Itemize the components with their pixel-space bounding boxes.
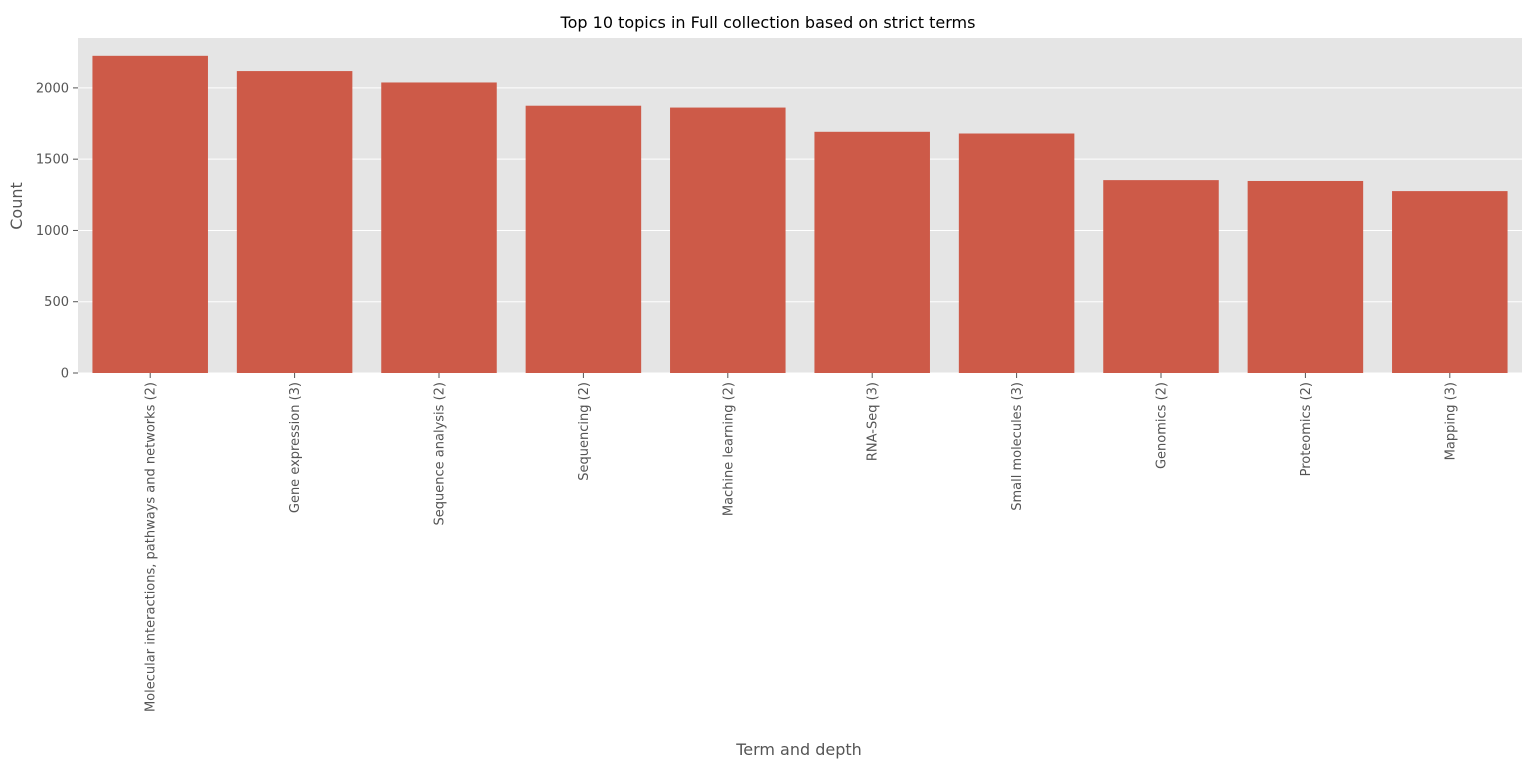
- x-tick-label: Genomics (2): [1155, 382, 1170, 469]
- x-tick-label: Mapping (3): [1443, 382, 1458, 460]
- y-tick-label: 500: [44, 295, 69, 310]
- x-tick-label: Sequence analysis (2): [433, 382, 448, 525]
- x-tick-label: RNA-Seq (3): [866, 382, 881, 461]
- x-tick-label: Machine learning (2): [721, 382, 736, 516]
- bar: [1103, 180, 1219, 373]
- x-axis-label: Term and depth: [735, 740, 862, 759]
- bar: [1392, 191, 1508, 373]
- x-tick-label: Molecular interactions, pathways and net…: [144, 382, 159, 712]
- bar: [958, 133, 1075, 373]
- bar: [236, 71, 353, 374]
- bar: [381, 82, 497, 373]
- chart-title: Top 10 topics in Full collection based o…: [560, 13, 976, 32]
- x-tick-label: Sequencing (2): [577, 382, 592, 481]
- y-axis-label: Count: [7, 182, 26, 230]
- y-tick-label: 0: [61, 367, 69, 382]
- bars: [92, 55, 1508, 374]
- y-axis-ticks: 0 500 1000 1500 2000: [36, 81, 78, 382]
- bar: [1247, 180, 1364, 373]
- x-tick-label: Small molecules (3): [1010, 382, 1025, 511]
- bar: [525, 105, 642, 373]
- x-axis-ticks: Molecular interactions, pathways and net…: [144, 373, 1458, 712]
- bar: [814, 131, 930, 373]
- y-tick-label: 1500: [36, 153, 69, 168]
- x-tick-label: Gene expression (3): [288, 382, 303, 513]
- bar: [92, 55, 208, 373]
- y-tick-label: 2000: [36, 81, 69, 96]
- bar: [670, 107, 786, 374]
- x-tick-label: Proteomics (2): [1299, 382, 1314, 476]
- y-tick-label: 1000: [36, 224, 69, 239]
